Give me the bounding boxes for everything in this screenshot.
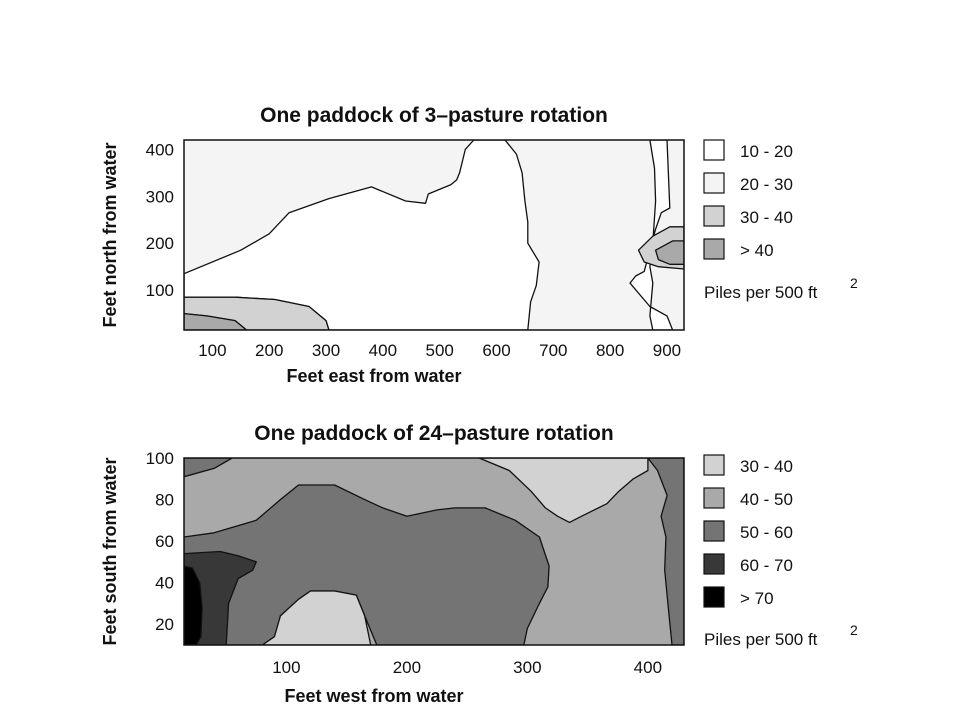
legend-swatch [703, 520, 725, 542]
legend: 30 - 40 40 - 50 50 - 60 60 - 70 > 70 Piles pe… [703, 454, 858, 649]
contour-region-5 [184, 312, 248, 330]
y-tick-label: 400 [146, 140, 174, 159]
contour-region-1 [478, 458, 649, 524]
contour-region-5 [261, 590, 372, 645]
legend-unit-superscript: 2 [850, 275, 858, 291]
x-tick-label: 300 [513, 658, 541, 677]
legend-label: > 40 [740, 241, 774, 260]
legend-unit: Piles per 500 ft [704, 630, 818, 649]
contour-region-7 [184, 565, 203, 645]
legend-swatch [703, 205, 725, 227]
x-tick-label: 700 [539, 341, 567, 360]
chart-title: One paddock of 3–pasture rotation [260, 104, 608, 127]
plot-frame [183, 457, 685, 646]
x-tick-label: 500 [425, 341, 453, 360]
x-tick-label: 300 [312, 341, 340, 360]
x-tick-label: 200 [255, 341, 283, 360]
y-axis-label: Feet north from water [100, 142, 120, 327]
x-axis-label: Feet east from water [286, 366, 461, 386]
legend-swatch [703, 487, 725, 509]
y-tick-label: 60 [155, 532, 174, 551]
y-axis-label: Feet south from water [100, 457, 120, 645]
contour-regions [184, 140, 684, 330]
chart-title: One paddock of 24–pasture rotation [254, 422, 613, 445]
legend-unit-superscript: 2 [850, 622, 858, 638]
x-tick-label: 900 [653, 341, 681, 360]
y-tick-label: 100 [146, 449, 174, 468]
x-axis-label: Feet west from water [284, 686, 463, 706]
legend-swatch [703, 139, 725, 161]
legend: 10 - 20 20 - 30 30 - 40 > 40 Piles per 500 f… [703, 139, 858, 302]
legend-swatch [703, 172, 725, 194]
x-tick-label: 100 [198, 341, 226, 360]
legend-label: > 70 [740, 589, 774, 608]
legend-label: 50 - 60 [740, 523, 793, 542]
legend-unit: Piles per 500 ft [704, 283, 818, 302]
legend-swatch [703, 586, 725, 608]
contour-region-6 [654, 240, 684, 265]
legend-label: 60 - 70 [740, 556, 793, 575]
x-tick-label: 400 [369, 341, 397, 360]
y-tick-label: 40 [155, 574, 174, 593]
contour-region-3 [647, 458, 684, 645]
legend-label: 20 - 30 [740, 175, 793, 194]
legend-label: 40 - 50 [740, 490, 793, 509]
legend-swatch [703, 553, 725, 575]
legend-swatch [703, 238, 725, 260]
legend-label: 30 - 40 [740, 457, 793, 476]
x-tick-label: 400 [634, 658, 662, 677]
x-tick-label: 200 [393, 658, 421, 677]
y-tick-label: 300 [146, 187, 174, 206]
chart-1: One paddock of 3–pasture rotation 100 200 3… [100, 104, 858, 386]
legend-label: 10 - 20 [740, 142, 793, 161]
plot-frame [183, 139, 685, 331]
contour-regions [184, 458, 684, 645]
y-tick-label: 200 [146, 234, 174, 253]
y-tick-label: 20 [155, 615, 174, 634]
y-tick-label: 80 [155, 491, 174, 510]
x-tick-label: 800 [596, 341, 624, 360]
legend-swatch [703, 454, 725, 476]
y-tick-label: 100 [146, 281, 174, 300]
legend-label: 30 - 40 [740, 208, 793, 227]
chart-2: One paddock of 24–pasture rotation 100 200… [100, 422, 858, 706]
x-tick-label: 600 [482, 341, 510, 360]
x-tick-label: 100 [272, 658, 300, 677]
contour-region-2 [184, 458, 233, 478]
